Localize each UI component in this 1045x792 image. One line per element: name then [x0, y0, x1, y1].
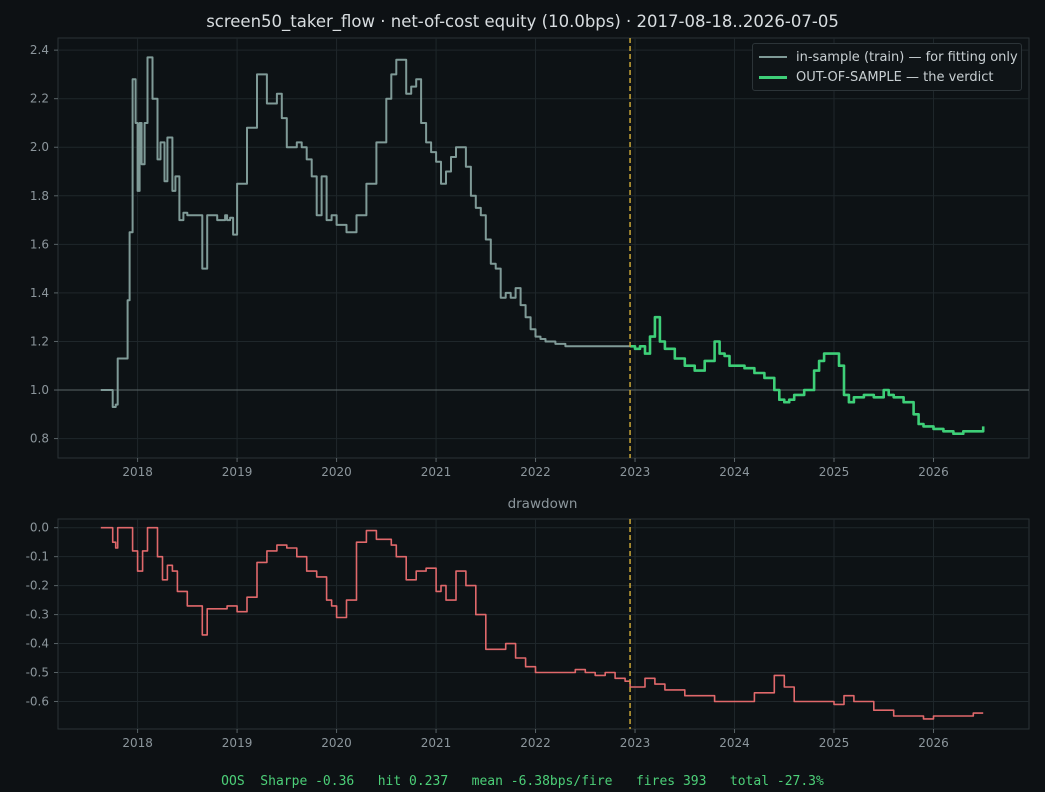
equity-x-tick-label: 2021: [421, 465, 452, 479]
legend-swatch-insample: [759, 56, 787, 58]
drawdown-y-tick-label: -0.6: [26, 694, 49, 708]
equity-y-tick-label: 1.2: [30, 334, 49, 348]
drawdown-line: [100, 526, 984, 720]
legend-item-insample: in-sample (train) — for fitting only: [759, 48, 1018, 66]
drawdown-y-tick-label: -0.4: [26, 637, 49, 651]
drawdown-x-tick-label: 2021: [421, 736, 452, 750]
drawdown-y-tick-label: -0.3: [26, 608, 49, 622]
oos-stats-footer: OOS Sharpe -0.36 hit 0.237 mean -6.38bps…: [221, 774, 824, 789]
equity-y-tick-label: 2.0: [30, 140, 49, 154]
equity-x-tick-label: 2024: [719, 465, 750, 479]
equity-x-tick-label: 2019: [222, 465, 253, 479]
legend-swatch-oos: [759, 75, 787, 79]
equity-x-tick-label: 2022: [520, 465, 551, 479]
drawdown-x-tick-label: 2022: [520, 736, 551, 750]
equity-panel: 2018 2019 2020 2021 2022 2023 2024 2025 2026 0.8 1…: [30, 37, 1030, 479]
drawdown-x-tick-label: 2025: [819, 736, 850, 750]
equity-y-tick-label: 1.6: [30, 237, 49, 251]
equity-x-tick-label: 2018: [122, 465, 153, 479]
drawdown-x-tick-label: 2019: [222, 736, 253, 750]
drawdown-x-tick-label: 2026: [918, 736, 949, 750]
equity-y-tick-label: 0.8: [30, 432, 49, 446]
drawdown-y-tick-label: 0.0: [30, 521, 49, 535]
equity-y-tick-label: 1.4: [30, 286, 49, 300]
equity-y-tick-label: 1.0: [30, 383, 49, 397]
drawdown-plot-area: [57, 518, 1030, 730]
drawdown-y-tick-label: -0.2: [26, 579, 49, 593]
oos-line: [630, 315, 985, 435]
equity-y-tick-label: 2.2: [30, 92, 49, 106]
legend-label-oos: OUT-OF-SAMPLE — the verdict: [796, 69, 994, 85]
drawdown-x-tick-label: 2020: [321, 736, 352, 750]
drawdown-x-tick-label: 2018: [122, 736, 153, 750]
drawdown-panel: 2018 2019 2020 2021 2022 2023 2024 2025 2026 0.0 -…: [26, 518, 1030, 750]
legend-label-insample: in-sample (train) — for fitting only: [796, 49, 1018, 65]
equity-x-tick-label: 2025: [819, 465, 850, 479]
legend: in-sample (train) — for fitting only OUT…: [752, 43, 1022, 91]
equity-x-tick-label: 2023: [620, 465, 651, 479]
equity-x-tick-label: 2026: [918, 465, 949, 479]
drawdown-x-tick-label: 2023: [620, 736, 651, 750]
equity-y-tick-label: 2.4: [30, 43, 49, 57]
equity-x-tick-label: 2020: [321, 465, 352, 479]
chart-title: screen50_taker_flow · net-of-cost equity…: [206, 12, 839, 31]
insample-line: [100, 56, 631, 408]
equity-plot-area: [57, 37, 1030, 459]
drawdown-y-tick-label: -0.5: [26, 666, 49, 680]
equity-y-tick-label: 1.8: [30, 189, 49, 203]
drawdown-title: drawdown: [507, 496, 578, 512]
drawdown-y-tick-label: -0.1: [26, 550, 49, 564]
legend-item-oos: OUT-OF-SAMPLE — the verdict: [759, 68, 994, 86]
drawdown-x-tick-label: 2024: [719, 736, 750, 750]
